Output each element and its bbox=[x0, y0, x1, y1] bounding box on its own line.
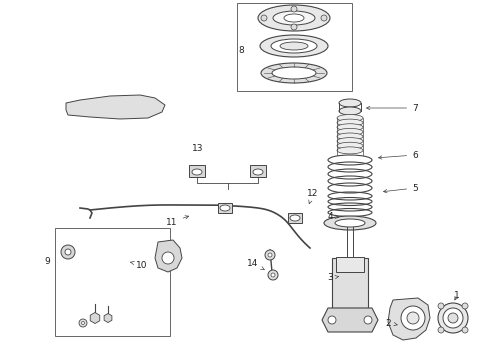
Text: 4: 4 bbox=[327, 212, 339, 220]
Text: 1: 1 bbox=[454, 292, 460, 301]
Ellipse shape bbox=[443, 308, 463, 328]
Ellipse shape bbox=[272, 67, 316, 79]
Circle shape bbox=[65, 249, 71, 255]
Ellipse shape bbox=[253, 169, 263, 175]
Ellipse shape bbox=[335, 219, 365, 227]
Circle shape bbox=[268, 253, 272, 257]
Polygon shape bbox=[322, 308, 378, 332]
Ellipse shape bbox=[260, 35, 328, 57]
Ellipse shape bbox=[271, 39, 317, 53]
Ellipse shape bbox=[337, 119, 363, 126]
Circle shape bbox=[401, 306, 425, 330]
Polygon shape bbox=[155, 240, 182, 272]
Circle shape bbox=[321, 15, 327, 21]
Ellipse shape bbox=[290, 215, 300, 221]
Text: 8: 8 bbox=[238, 45, 244, 54]
Text: 7: 7 bbox=[367, 104, 418, 112]
Circle shape bbox=[438, 303, 444, 309]
Ellipse shape bbox=[192, 169, 202, 175]
Ellipse shape bbox=[337, 129, 363, 135]
Bar bbox=[332, 258, 368, 308]
Circle shape bbox=[162, 252, 174, 264]
Polygon shape bbox=[388, 298, 430, 340]
Ellipse shape bbox=[337, 124, 363, 131]
Circle shape bbox=[265, 250, 275, 260]
Bar bbox=[237, 3, 352, 91]
Circle shape bbox=[438, 327, 444, 333]
Bar bbox=[218, 203, 232, 213]
Ellipse shape bbox=[337, 142, 363, 149]
Circle shape bbox=[81, 321, 84, 324]
Polygon shape bbox=[66, 95, 165, 119]
Circle shape bbox=[61, 245, 75, 259]
Circle shape bbox=[271, 273, 275, 277]
Text: 14: 14 bbox=[247, 260, 264, 270]
Bar bbox=[55, 228, 170, 336]
Bar bbox=[189, 165, 205, 177]
Text: 11: 11 bbox=[166, 216, 189, 226]
Ellipse shape bbox=[324, 216, 376, 230]
Ellipse shape bbox=[284, 14, 304, 22]
Circle shape bbox=[268, 270, 278, 280]
Text: 2: 2 bbox=[385, 319, 397, 328]
Text: 5: 5 bbox=[384, 184, 418, 193]
Circle shape bbox=[291, 24, 297, 30]
Circle shape bbox=[364, 316, 372, 324]
Text: 10: 10 bbox=[130, 261, 148, 270]
Ellipse shape bbox=[339, 107, 361, 115]
Ellipse shape bbox=[337, 147, 363, 154]
Circle shape bbox=[328, 316, 336, 324]
Circle shape bbox=[291, 6, 297, 12]
Ellipse shape bbox=[261, 63, 327, 83]
Ellipse shape bbox=[337, 133, 363, 140]
Circle shape bbox=[79, 319, 87, 327]
Ellipse shape bbox=[220, 205, 230, 211]
Circle shape bbox=[462, 303, 468, 309]
Ellipse shape bbox=[280, 42, 308, 50]
Bar bbox=[288, 213, 302, 223]
Ellipse shape bbox=[273, 11, 315, 25]
Ellipse shape bbox=[339, 99, 361, 107]
Text: 13: 13 bbox=[192, 144, 204, 153]
Text: 6: 6 bbox=[379, 150, 418, 159]
Circle shape bbox=[462, 327, 468, 333]
Ellipse shape bbox=[438, 303, 468, 333]
Text: 12: 12 bbox=[307, 189, 318, 204]
Circle shape bbox=[261, 15, 267, 21]
Ellipse shape bbox=[448, 313, 458, 323]
Ellipse shape bbox=[337, 138, 363, 145]
Ellipse shape bbox=[258, 5, 330, 31]
Circle shape bbox=[407, 312, 419, 324]
Ellipse shape bbox=[337, 114, 363, 122]
Bar bbox=[250, 165, 266, 177]
Bar bbox=[336, 257, 364, 272]
Text: 3: 3 bbox=[327, 274, 339, 283]
Text: 9: 9 bbox=[44, 257, 50, 266]
